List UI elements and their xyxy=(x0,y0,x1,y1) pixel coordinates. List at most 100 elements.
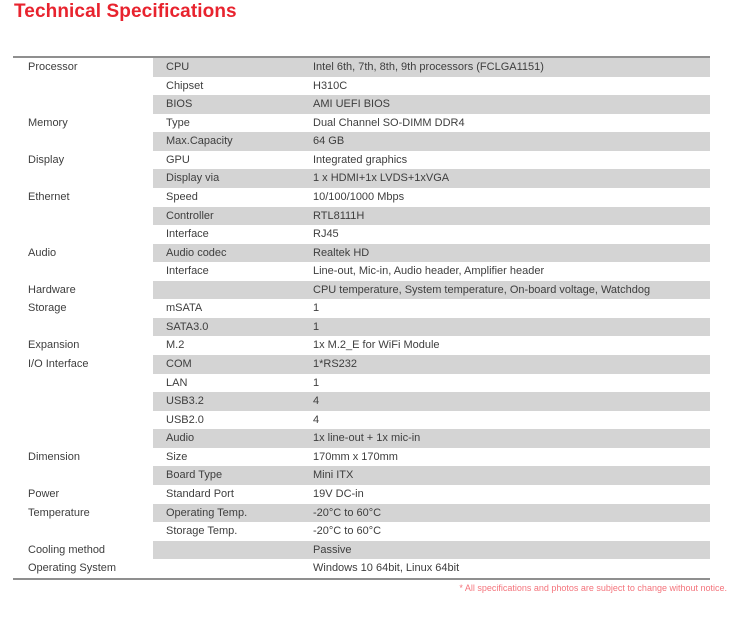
row-category: Cooling method xyxy=(28,543,106,556)
row-category xyxy=(13,95,153,114)
row-value: 1 xyxy=(313,302,320,315)
row-value: H310C xyxy=(313,79,348,92)
row-value: Line-out, Mic-in, Audio header, Amplifie… xyxy=(313,265,545,278)
row-label: Max.Capacity xyxy=(166,135,233,148)
row-value: Mini ITX xyxy=(313,469,354,482)
row-category: Display xyxy=(28,153,65,166)
table-row: LAN 1 xyxy=(13,374,710,393)
table-row: Audio 1x line-out + 1x mic-in xyxy=(13,429,710,448)
table-row: Power Standard Port 19V DC-in xyxy=(13,485,710,504)
row-category: Hardware xyxy=(28,283,76,296)
row-category xyxy=(13,169,153,188)
row-category xyxy=(13,77,153,96)
row-label: Type xyxy=(166,116,190,129)
row-detail: Audio codec Realtek HD xyxy=(153,243,710,263)
row-label xyxy=(153,541,313,560)
table-row: SATA3.0 1 xyxy=(13,317,710,337)
row-label: Size xyxy=(166,450,188,463)
row-label: Display via xyxy=(166,172,220,185)
table-row: Audio Audio codec Realtek HD xyxy=(13,243,710,263)
row-label xyxy=(153,559,313,578)
table-row: Expansion M.2 1x M.2_E for WiFi Module xyxy=(13,336,710,355)
row-label: BIOS xyxy=(166,98,193,111)
row-category xyxy=(13,262,153,281)
row-category xyxy=(13,411,153,430)
row-value: -20°C to 60°C xyxy=(313,506,382,519)
row-detail: SATA3.0 1 xyxy=(153,317,710,337)
row-value: 1 xyxy=(313,376,320,389)
row-category: Operating System xyxy=(28,562,117,575)
row-value: Passive xyxy=(313,543,352,556)
row-category xyxy=(13,466,153,485)
row-label: USB3.2 xyxy=(166,395,204,408)
table-row: Max.Capacity 64 GB xyxy=(13,132,710,151)
row-detail: Display via 1 x HDMI+1x LVDS+1xVGA xyxy=(153,169,710,188)
row-detail: Speed 10/100/1000 Mbps xyxy=(153,188,710,207)
row-label: Standard Port xyxy=(166,487,234,500)
row-detail: Type Dual Channel SO-DIMM DDR4 xyxy=(153,114,710,133)
row-label: GPU xyxy=(166,153,190,166)
row-label: M.2 xyxy=(166,339,185,352)
row-category: Processor xyxy=(28,61,78,73)
table-row: Temperature Operating Temp. -20°C to 60°C xyxy=(13,503,710,523)
row-category: Dimension xyxy=(28,450,80,463)
row-label: Interface xyxy=(166,228,209,241)
page-title: Technical Specifications xyxy=(14,1,237,22)
row-label: CPU xyxy=(166,61,190,73)
row-category: Storage xyxy=(28,302,67,315)
row-value: AMI UEFI BIOS xyxy=(313,98,391,111)
row-category xyxy=(13,318,153,337)
row-value: Integrated graphics xyxy=(313,153,408,166)
row-detail: Interface Line-out, Mic-in, Audio header,… xyxy=(153,262,710,281)
row-value: 170mm x 170mm xyxy=(313,450,398,463)
row-value: 19V DC-in xyxy=(313,487,364,500)
row-value: 1 xyxy=(313,320,320,333)
row-value: 4 xyxy=(313,413,320,426)
row-detail: Controller RTL8111H xyxy=(153,206,710,226)
row-category xyxy=(13,429,153,448)
table-row: Display via 1 x HDMI+1x LVDS+1xVGA xyxy=(13,169,710,188)
row-category: Ethernet xyxy=(28,190,70,203)
row-category: Power xyxy=(28,487,60,500)
row-detail: USB2.0 4 xyxy=(153,411,710,430)
table-row: Storage mSATA 1 xyxy=(13,299,710,318)
row-value: Windows 10 64bit, Linux 64bit xyxy=(313,562,460,575)
row-detail: LAN 1 xyxy=(153,374,710,393)
table-row: Ethernet Speed 10/100/1000 Mbps xyxy=(13,188,710,207)
table-row: I/O Interface COM 1*RS232 xyxy=(13,355,710,374)
row-label: Interface xyxy=(166,265,209,278)
table-row: Hardware CPU temperature, System temperat… xyxy=(13,280,710,300)
row-detail: Passive xyxy=(153,540,710,560)
row-detail: COM 1*RS232 xyxy=(153,355,710,374)
row-value: -20°C to 60°C xyxy=(313,525,382,538)
row-detail: Size 170mm x 170mm xyxy=(153,448,710,467)
row-value: 64 GB xyxy=(313,135,345,148)
table-row: Operating System Windows 10 64bit, Linux … xyxy=(13,559,710,578)
row-label: Board Type xyxy=(166,469,223,482)
row-value: 1x M.2_E for WiFi Module xyxy=(313,339,440,352)
row-detail: Standard Port 19V DC-in xyxy=(153,485,710,504)
row-detail: BIOS AMI UEFI BIOS xyxy=(153,95,710,114)
row-detail: Interface RJ45 xyxy=(153,225,710,244)
row-label: Controller xyxy=(166,209,214,222)
row-label: Speed xyxy=(166,190,198,203)
row-category: Memory xyxy=(28,116,68,129)
row-detail: Audio 1x line-out + 1x mic-in xyxy=(153,429,710,448)
row-detail: USB3.2 4 xyxy=(153,392,710,411)
row-label: mSATA xyxy=(166,302,203,315)
row-category xyxy=(13,132,153,151)
row-detail: Max.Capacity 64 GB xyxy=(153,132,710,151)
table-row: USB2.0 4 xyxy=(13,411,710,430)
row-category: I/O Interface xyxy=(28,358,89,370)
row-category: Audio xyxy=(28,246,57,259)
row-detail: Board Type Mini ITX xyxy=(153,466,710,485)
table-row: Processor CPU Intel 6th, 7th, 8th, 9th pro… xyxy=(13,58,710,77)
row-value: RJ45 xyxy=(313,228,339,241)
row-detail: GPU Integrated graphics xyxy=(153,151,710,170)
row-label: Operating Temp. xyxy=(166,506,248,519)
row-category xyxy=(13,374,153,393)
row-category xyxy=(13,522,153,541)
row-label: Chipset xyxy=(166,79,204,92)
row-value: Dual Channel SO-DIMM DDR4 xyxy=(313,116,465,129)
row-label xyxy=(153,281,313,300)
